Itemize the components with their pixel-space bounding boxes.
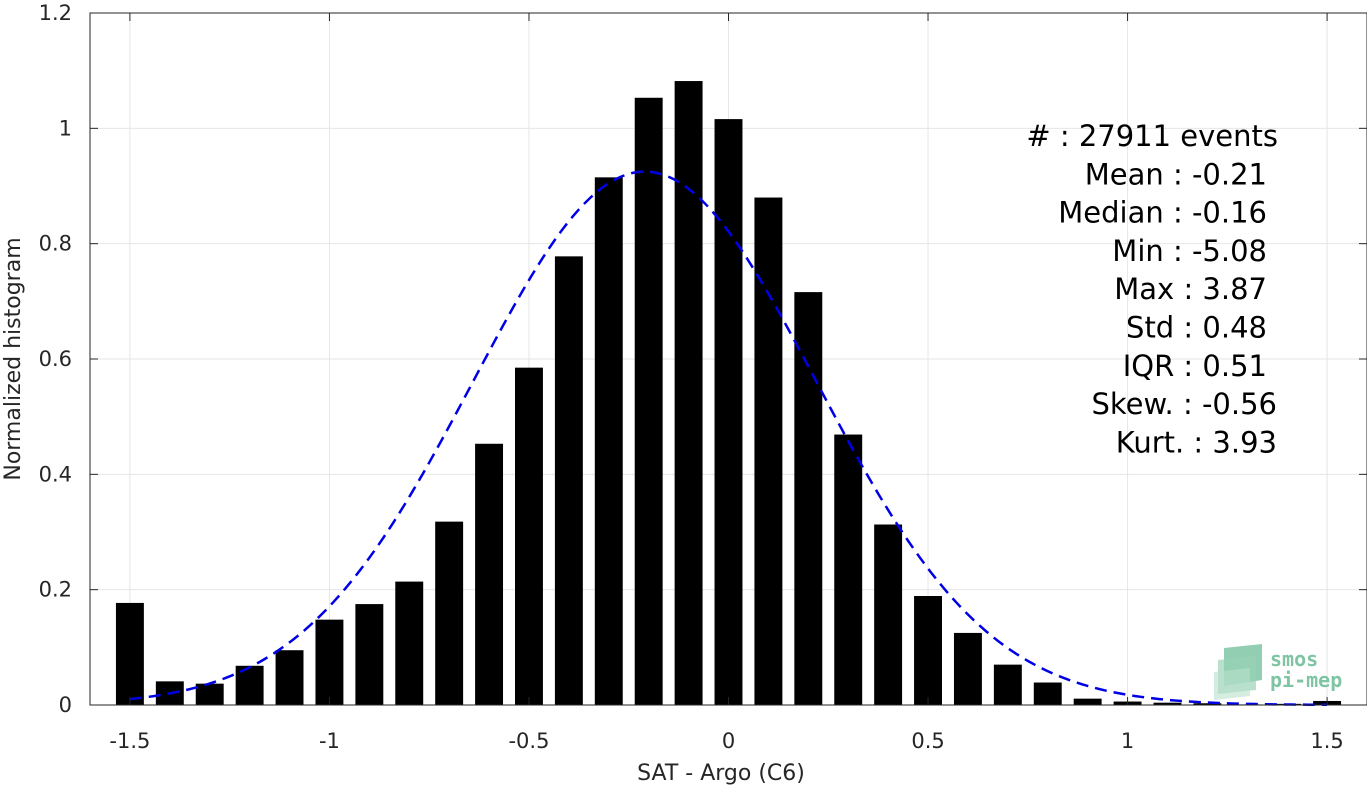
y-tick-label: 0.6	[39, 347, 72, 371]
histogram-bar	[355, 604, 384, 705]
x-tick-label: 1.5	[1310, 729, 1343, 753]
x-tick-label: 0	[722, 729, 735, 753]
histogram-bar	[515, 367, 543, 705]
histogram-bar	[674, 81, 703, 705]
histogram-bar	[235, 665, 264, 705]
histogram-bar	[914, 596, 942, 705]
logo-line2: pi-mep	[1270, 668, 1342, 692]
logo-line1: smos	[1270, 647, 1318, 671]
x-tick-label: 1	[1121, 729, 1134, 753]
histogram-bar	[754, 197, 783, 706]
x-axis-title: SAT - Argo (C6)	[637, 761, 805, 786]
logo-mark-icon	[1214, 644, 1262, 700]
stats-line: Max : 3.87	[1114, 272, 1267, 306]
histogram-bar	[874, 524, 903, 705]
x-tick-label: -0.5	[508, 729, 549, 753]
x-axis-ticks: -1.5 -1 -0.5 0 0.5 1 1.5	[109, 13, 1344, 753]
histogram-bar	[953, 632, 982, 705]
histogram-bar	[395, 581, 424, 705]
y-axis-ticks: 0 0.2 0.4 0.6 0.8 1 1.2	[39, 1, 1367, 717]
y-tick-label: 0.8	[39, 232, 72, 256]
stats-line: IQR : 0.51	[1123, 349, 1267, 383]
stats-line: Skew. : -0.56	[1091, 387, 1277, 421]
histogram-bar	[1073, 698, 1102, 705]
histogram-bar	[195, 683, 224, 705]
histogram-bar	[1153, 702, 1182, 705]
histogram-bar	[1193, 703, 1222, 705]
histogram-bar	[1033, 682, 1062, 705]
normal-fit-curve	[129, 170, 1328, 707]
histogram-bar	[275, 650, 304, 705]
histogram-bar	[554, 256, 583, 705]
histogram-bar	[993, 664, 1022, 705]
histogram-bar	[634, 97, 663, 705]
histogram-bar	[115, 602, 144, 705]
stats-line: Median : -0.16	[1058, 196, 1267, 230]
histogram-bars	[115, 81, 1342, 706]
histogram-bar	[435, 521, 464, 705]
stats-line: Mean : -0.21	[1085, 157, 1267, 191]
stats-line: Kurt. : 3.93	[1116, 425, 1277, 459]
smos-pimep-logo: smos pi-mep	[1214, 644, 1342, 700]
histogram-bar	[834, 434, 863, 705]
y-axis-title: Normalized histogram	[1, 237, 26, 480]
x-tick-label: 0.5	[911, 729, 944, 753]
x-tick-label: -1.5	[109, 729, 150, 753]
y-tick-label: 1.2	[39, 1, 72, 25]
histogram-bar	[594, 177, 623, 706]
histogram-bar	[475, 443, 504, 705]
stats-line: Min : -5.08	[1112, 234, 1267, 268]
stats-line: Std : 0.48	[1126, 311, 1267, 345]
histogram-bar	[794, 292, 823, 705]
y-tick-label: 0.4	[39, 462, 72, 486]
stats-line: # : 27911 events	[1026, 119, 1278, 153]
y-tick-label: 0	[59, 693, 72, 717]
histogram-bar	[714, 119, 743, 705]
y-tick-label: 1	[59, 116, 72, 140]
x-tick-label: -1	[319, 729, 340, 753]
histogram-bar	[315, 619, 344, 705]
statistics-box: # : 27911 events Mean : -0.21 Median : -0.…	[1026, 119, 1278, 459]
y-tick-label: 0.2	[39, 578, 72, 602]
